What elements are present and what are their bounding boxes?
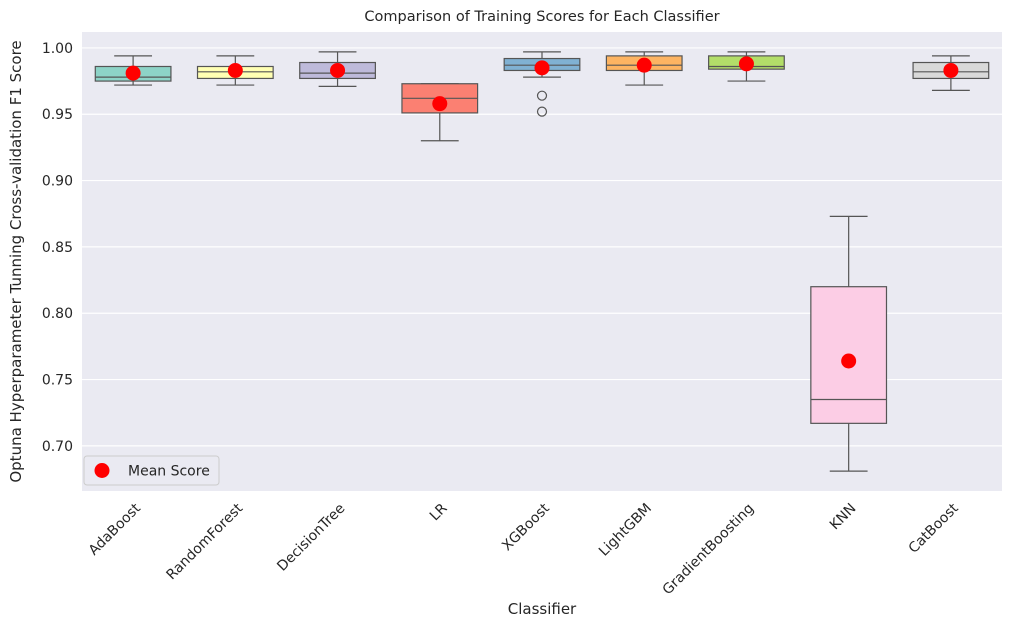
box-DecisionTree <box>299 51 376 87</box>
y-axis-ticks: 0.70 0.75 0.80 0.85 0.90 0.95 1.00 <box>42 41 73 455</box>
mean-point <box>636 57 652 73</box>
x-tick-label: LightGBM <box>596 501 655 560</box>
box-LightGBM <box>605 51 683 86</box>
y-tick-label: 0.70 <box>42 439 73 455</box>
y-tick-label: 1.00 <box>42 41 73 57</box>
box-LR <box>401 83 479 142</box>
box-GradientBoosting <box>708 51 785 82</box>
boxes <box>94 51 990 472</box>
legend-label: Mean Score <box>128 464 210 480</box>
legend-frame <box>83 455 220 486</box>
box-AdaBoost <box>94 55 172 86</box>
outlier-point <box>536 90 548 101</box>
box-CatBoost <box>912 55 990 91</box>
mean-point <box>330 62 346 78</box>
mean-point <box>738 56 754 72</box>
x-tick-label: GradientBoosting <box>660 501 758 599</box>
x-tick-label: RandomForest <box>163 500 246 583</box>
x-axis-label: Classifier <box>508 600 577 618</box>
x-tick-label: CatBoost <box>906 500 962 556</box>
legend: Mean Score <box>83 455 220 486</box>
chart-title: Comparison of Training Scores for Each C… <box>364 9 719 25</box>
mean-point <box>943 62 959 78</box>
x-tick-label: AdaBoost <box>86 500 145 559</box>
outlier-point <box>536 106 548 117</box>
y-tick-label: 0.85 <box>42 240 73 256</box>
x-tick-label: LR <box>427 500 451 524</box>
box-RandomForest <box>196 55 274 86</box>
gridlines <box>82 47 1002 447</box>
x-tick-label: KNN <box>827 501 860 534</box>
y-tick-label: 0.95 <box>42 107 73 123</box>
x-axis-ticks: AdaBoost RandomForest DecisionTree LR XGBoos… <box>86 500 962 598</box>
y-tick-label: 0.80 <box>42 306 73 322</box>
mean-point <box>841 353 857 369</box>
y-axis-label: Optuna Hyperparameter Tunning Cross-vali… <box>7 40 25 482</box>
mean-point <box>534 60 550 76</box>
legend-mean-marker <box>94 463 110 478</box>
box-XGBoost <box>503 51 581 117</box>
y-tick-label: 0.75 <box>42 373 73 389</box>
y-tick-label: 0.90 <box>42 174 73 190</box>
x-tick-label: DecisionTree <box>274 501 348 575</box>
x-tick-label: XGBoost <box>499 500 553 554</box>
mean-point <box>432 96 448 112</box>
mean-point <box>125 65 141 81</box>
mean-point <box>227 62 243 78</box>
box-KNN <box>810 215 888 472</box>
